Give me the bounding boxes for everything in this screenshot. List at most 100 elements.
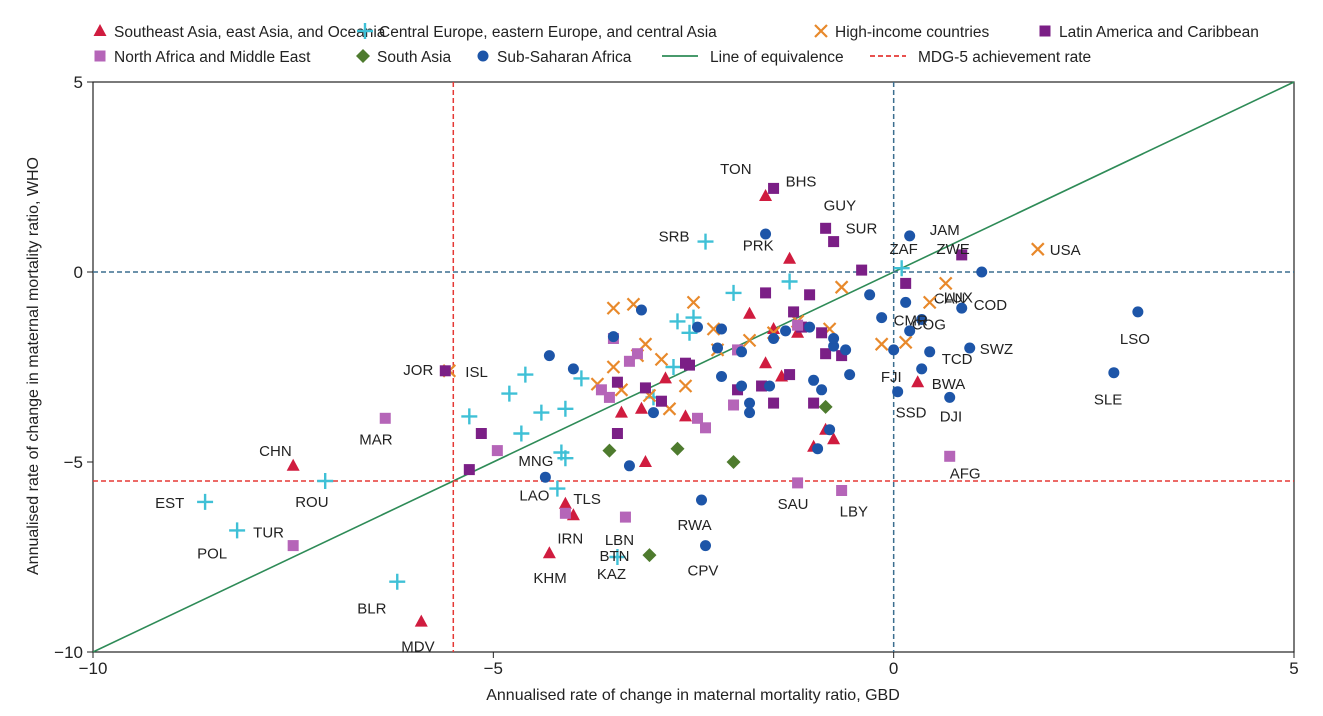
data-point [900,296,912,308]
point-lby [836,485,848,496]
x-tick-label: 0 [889,659,898,678]
data-point [756,380,768,392]
point-label: SAU [778,496,809,513]
point-label: CAN [934,290,966,307]
point-label: GUY [824,197,857,214]
data-point [665,359,682,375]
point-label: LSO [1120,331,1150,348]
point-label: POL [197,545,227,562]
data-point [764,380,776,392]
data-point [463,464,475,476]
x-tick-label: −5 [484,659,503,678]
data-point [781,273,798,290]
data-point [725,284,742,301]
point-label: MDV [401,639,434,656]
data-point [784,369,796,381]
point-swz [964,342,976,354]
data-point [692,412,704,424]
data-point [611,376,623,388]
point-tur [287,540,299,552]
data-point [692,321,704,333]
data-point [828,340,840,352]
point-label: BLR [357,601,386,618]
data-point [670,441,685,456]
point-lbn [619,511,631,523]
point-label: CPV [688,563,719,580]
data-point [658,371,672,384]
data-point [513,425,530,442]
point-label: JAM [930,222,960,239]
data-point [638,455,652,467]
data-point [712,342,724,354]
legend-label: Central Europe, eastern Europe, and cent… [379,24,717,41]
point-cod [956,302,968,314]
plot-frame [92,81,1295,653]
point-rou [317,473,334,489]
point-sau [792,477,804,489]
data-point [804,289,816,301]
legend-label: High-income countries [835,24,989,41]
point-srb [697,233,714,250]
point-label: USA [1050,242,1081,259]
legend-marker [477,50,489,62]
point-label: COG [912,317,946,334]
point-label: ROU [295,494,328,511]
point-lao [549,480,566,497]
point-kaz [609,549,626,565]
point-pol [229,522,246,539]
data-point [611,428,623,439]
point-label: IRN [557,530,583,547]
legend: Southeast Asia, east Asia, and OceaniaCe… [93,23,1259,66]
legend-marker [1039,25,1051,37]
data-point [904,325,916,337]
point-label: CMR [894,313,928,330]
legend-marker [357,23,373,39]
point-sle [1108,367,1120,379]
data-point [716,371,728,382]
point-sur [828,236,840,248]
data-point [533,404,550,421]
data-point [900,277,912,289]
data-point [623,460,635,472]
point-khm [542,546,556,559]
legend-label: Line of equivalence [710,49,844,66]
point-label: LBN [605,532,634,549]
point-label: BWA [932,376,966,393]
data-point [517,366,534,383]
data-point [639,382,651,394]
data-point [655,395,667,407]
point-label: FJI [881,369,902,386]
point-label: LBY [840,504,868,521]
data-point [736,346,748,358]
data-point [788,306,800,318]
data-point [844,369,856,381]
data-point [728,399,740,411]
data-point [759,356,773,369]
point-bhs [768,182,780,194]
data-point [685,309,702,326]
data-point [557,400,574,417]
data-point [808,374,820,386]
point-label: TLS [573,491,601,508]
legend-label: South Asia [377,49,451,66]
point-zaf [893,260,910,277]
point-lux [922,295,937,310]
series-group: BHS GUY SUR JAM [439,173,968,476]
data-point [824,424,836,436]
data-point [816,384,828,396]
data-point [816,327,828,339]
x-tick-label: −10 [79,659,108,678]
point-label: BHS [786,173,817,190]
point-mar [379,412,391,424]
data-point [768,397,780,409]
data-point [553,444,570,461]
point-afg [944,450,956,462]
axis-ticks: −10−10 −5 −5 0 0 5 5 [54,73,1299,678]
data-point [475,428,487,439]
legend-label: Southeast Asia, east Asia, and Oceania [114,24,386,41]
point-label: SRB [659,229,690,246]
point-irn [559,507,571,519]
point-label: AFG [950,465,981,482]
